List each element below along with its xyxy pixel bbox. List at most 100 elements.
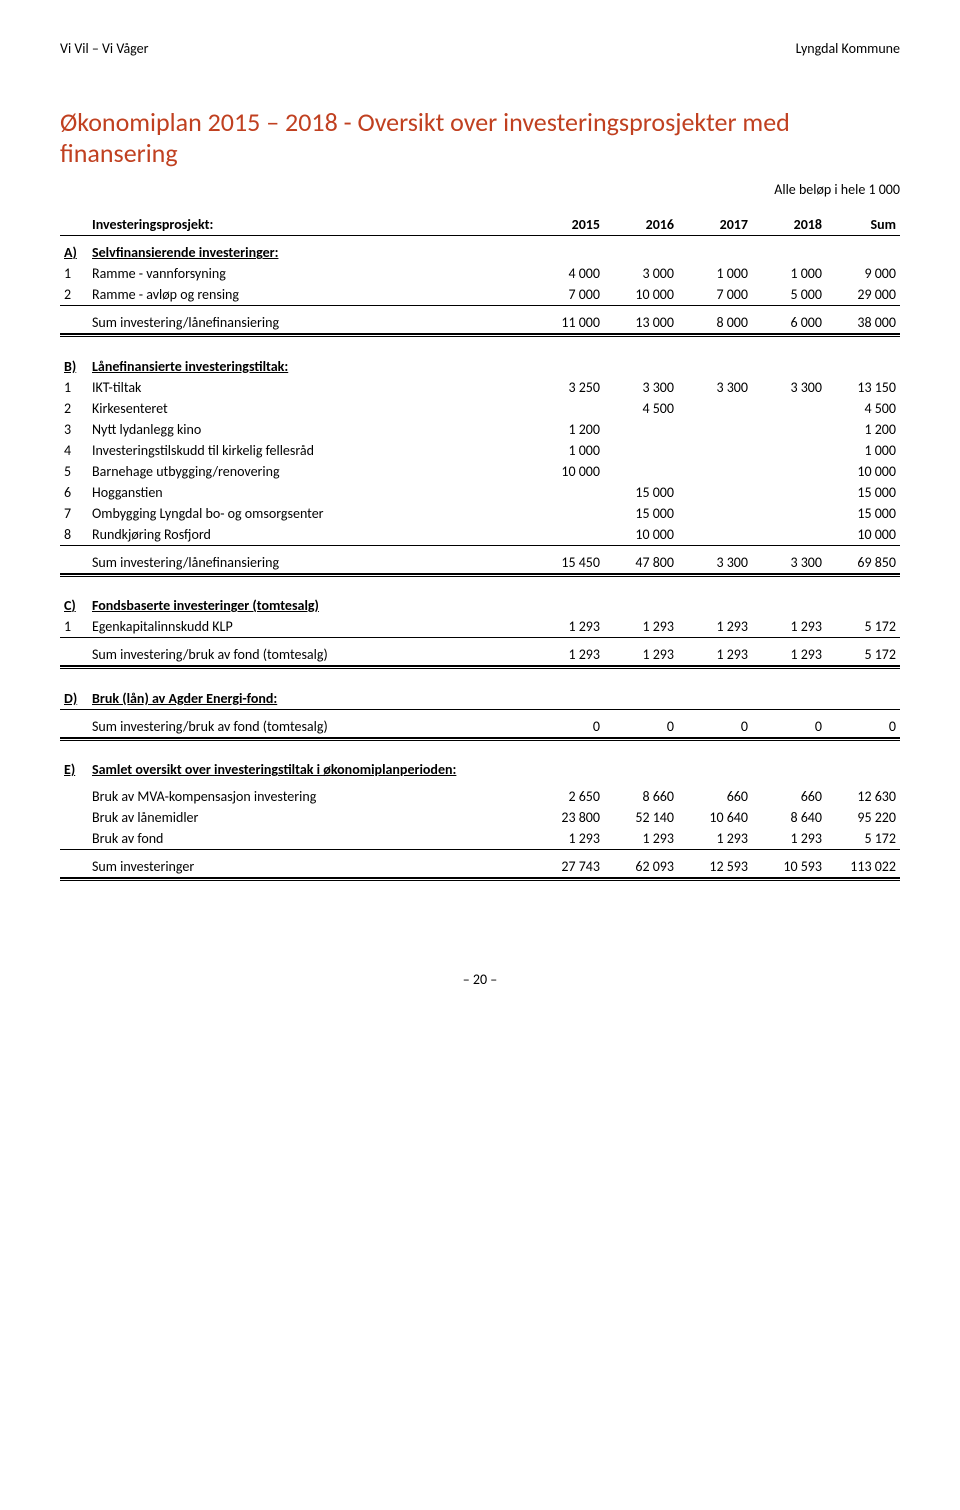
section-a-id: A) [60,242,88,263]
section-c-title: Fondsbaserte investeringer (tomtesalg) [88,595,530,616]
section-c-sum: Sum investering/bruk av fond (tomtesalg)… [60,644,900,666]
col-2017: 2017 [678,214,752,236]
page-footer: – 20 – [60,971,900,988]
sum-label: Sum investering/lånefinansiering [88,552,530,574]
sum-label: Sum investeringer [88,856,530,878]
cell-value: 8 640 [752,807,826,828]
table-row: 1IKT-tiltak3 2503 3003 3003 30013 150 [60,377,900,398]
row-index: 8 [60,524,88,546]
cell-value [678,398,752,419]
row-label: Rundkjøring Rosfjord [88,524,530,546]
cell-value: 8 660 [604,786,678,807]
cell-value [678,524,752,546]
cell-value: 3 250 [530,377,604,398]
row-label: Barnehage utbygging/renovering [88,461,530,482]
cell-value [752,461,826,482]
row-label: Ramme - avløp og rensing [88,284,530,306]
cell-value: 4 500 [604,398,678,419]
cell-value [678,503,752,524]
table-row: 8Rundkjøring Rosfjord10 00010 000 [60,524,900,546]
section-d-sum: Sum investering/bruk av fond (tomtesalg)… [60,716,900,738]
row-index: 7 [60,503,88,524]
section-d-header: D) Bruk (lån) av Agder Energi-fond: [60,688,900,710]
cell-value [530,524,604,546]
section-a-title: Selvfinansierende investeringer: [88,242,530,263]
cell-value [678,440,752,461]
table-row: 6Hogganstien15 00015 000 [60,482,900,503]
cell-value: 1 200 [826,419,900,440]
section-b-sum: Sum investering/lånefinansiering 15 450 … [60,552,900,574]
cell-value [530,503,604,524]
section-a-body: 1Ramme - vannforsyning4 0003 0001 0001 0… [60,263,900,306]
table-row: Bruk av fond1 2931 2931 2931 2935 172 [60,828,900,850]
cell-value [530,398,604,419]
section-d-id: D) [60,688,88,710]
cell-value: 4 500 [826,398,900,419]
table-row: Bruk av MVA-kompensasjon investering2 65… [60,786,900,807]
cell-value: 3 000 [604,263,678,284]
cell-value: 1 000 [752,263,826,284]
cell-value [604,419,678,440]
cell-value: 1 293 [604,616,678,638]
section-c-id: C) [60,595,88,616]
cell-value: 15 000 [604,503,678,524]
cell-value [678,482,752,503]
cell-value: 10 000 [604,284,678,306]
col-2016: 2016 [604,214,678,236]
section-e-sum: Sum investeringer 27 743 62 093 12 593 1… [60,856,900,878]
cell-value: 1 293 [604,828,678,850]
row-index: 2 [60,284,88,306]
sum-label: Sum investering/lånefinansiering [88,312,530,334]
row-index: 1 [60,263,88,284]
cell-value: 15 000 [604,482,678,503]
row-index [60,828,88,850]
section-d-title: Bruk (lån) av Agder Energi-fond: [88,688,530,710]
cell-value: 15 000 [826,482,900,503]
row-label: Nytt lydanlegg kino [88,419,530,440]
page-header: Vi Vil – Vi Våger Lyngdal Kommune [60,40,900,57]
cell-value: 13 150 [826,377,900,398]
cell-value: 1 000 [826,440,900,461]
cell-value: 1 293 [530,828,604,850]
table-row: 1Egenkapitalinnskudd KLP1 2931 2931 2931… [60,616,900,638]
section-e-body: Bruk av MVA-kompensasjon investering2 65… [60,786,900,850]
section-c-header: C) Fondsbaserte investeringer (tomtesalg… [60,595,900,616]
row-index [60,807,88,828]
column-header-row: Investeringsprosjekt: 2015 2016 2017 201… [60,214,900,236]
section-a-header: A) Selvfinansierende investeringer: [60,242,900,263]
cell-value [752,440,826,461]
row-index: 5 [60,461,88,482]
cell-value [752,419,826,440]
row-label: Kirkesenteret [88,398,530,419]
header-right: Lyngdal Kommune [796,40,900,57]
section-e-title: Samlet oversikt over investeringstiltak … [88,759,530,780]
cell-value: 1 000 [678,263,752,284]
cell-value: 4 000 [530,263,604,284]
row-label: Investeringstilskudd til kirkelig felles… [88,440,530,461]
cell-value [530,482,604,503]
section-a-sum: Sum investering/lånefinansiering 11 000 … [60,312,900,334]
cell-value: 1 200 [530,419,604,440]
cell-value [604,440,678,461]
cell-value: 10 000 [604,524,678,546]
cell-value [752,524,826,546]
table-row: 2Ramme - avløp og rensing7 00010 0007 00… [60,284,900,306]
cell-value: 3 300 [752,377,826,398]
col-2018: 2018 [752,214,826,236]
section-c-body: 1Egenkapitalinnskudd KLP1 2931 2931 2931… [60,616,900,638]
row-index: 3 [60,419,88,440]
row-label: Egenkapitalinnskudd KLP [88,616,530,638]
col-project-label: Investeringsprosjekt: [88,214,530,236]
section-e-header: E) Samlet oversikt over investeringstilt… [60,759,900,780]
cell-value: 1 293 [678,616,752,638]
cell-value [604,461,678,482]
row-index [60,786,88,807]
cell-value [678,461,752,482]
row-label: IKT-tiltak [88,377,530,398]
table-row: 4Investeringstilskudd til kirkelig felle… [60,440,900,461]
cell-value: 95 220 [826,807,900,828]
cell-value: 52 140 [604,807,678,828]
table-row: 5Barnehage utbygging/renovering10 00010 … [60,461,900,482]
table-row: 3Nytt lydanlegg kino1 2001 200 [60,419,900,440]
table-row: Bruk av lånemidler23 80052 14010 6408 64… [60,807,900,828]
